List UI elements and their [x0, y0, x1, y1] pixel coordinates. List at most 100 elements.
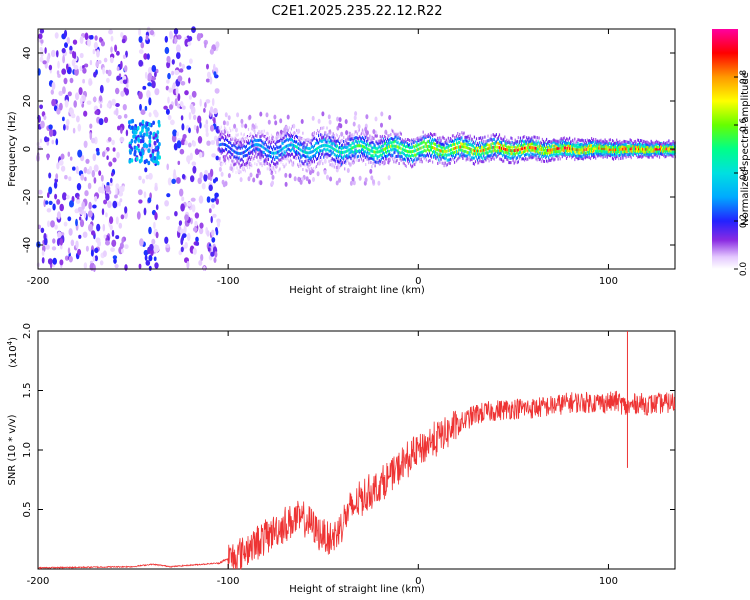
heatmap-blob-mark: [149, 131, 153, 136]
heatmap-signal-mark: [430, 139, 433, 143]
heatmap-signal-mark: [472, 152, 474, 156]
heatmap-signal-mark: [493, 157, 495, 161]
heatmap-noise-mark: [148, 226, 152, 235]
heatmap-signal-mark: [371, 146, 373, 150]
heatmap-signal-mark: [244, 149, 246, 153]
heatmap-signal-mark: [607, 153, 609, 157]
heatmap-signal-mark: [511, 156, 513, 160]
snr-frame: [37, 330, 676, 570]
heatmap-signal-mark: [293, 139, 296, 143]
heatmap-signal-mark: [628, 145, 630, 149]
heatmap-signal-mark: [279, 158, 281, 162]
heatmap-noise-mark: [59, 203, 64, 212]
heatmap-signal-mark: [465, 154, 467, 158]
heatmap-signal-mark: [521, 144, 524, 148]
heatmap-signal-mark: [570, 142, 572, 145]
heatmap-signal-mark: [478, 143, 480, 147]
heatmap-signal-mark: [419, 146, 421, 150]
heatmap-signal-mark: [583, 148, 585, 152]
heatmap-signal-mark: [218, 147, 220, 151]
heatmap-noise-mark: [321, 111, 325, 117]
heatmap-signal-mark: [420, 154, 422, 158]
heatmap-signal-mark: [588, 139, 591, 143]
heatmap-signal-mark: [455, 150, 457, 154]
heatmap-signal-mark: [480, 159, 482, 163]
heatmap-noise-mark: [233, 123, 237, 129]
heatmap-signal-mark: [402, 161, 404, 165]
heatmap-signal-mark: [373, 137, 375, 140]
heatmap-signal-mark: [602, 149, 604, 153]
heatmap-signal-mark: [497, 145, 500, 149]
heatmap-signal-mark: [593, 155, 595, 159]
heatmap-signal-mark: [402, 139, 404, 143]
heatmap-signal-mark: [424, 154, 426, 158]
heatmap-signal-mark: [477, 161, 479, 165]
heatmap-signal-mark: [427, 135, 429, 139]
heatmap-signal-mark: [377, 150, 379, 154]
heatmap-signal-mark: [387, 161, 389, 164]
heatmap-signal-mark: [565, 153, 568, 157]
heatmap-signal-mark: [412, 141, 414, 145]
heatmap-signal-mark: [406, 159, 409, 163]
heatmap-signal-mark: [554, 157, 556, 161]
heatmap-noise-mark: [292, 123, 296, 129]
heatmap-signal-mark: [646, 140, 648, 144]
heatmap-signal-mark: [582, 150, 584, 154]
heatmap-signal-mark: [502, 144, 504, 148]
heatmap-signal-mark: [435, 133, 437, 137]
heatmap-signal-mark: [585, 155, 587, 159]
colorbar-tick-label: 0.0: [739, 262, 749, 277]
heatmap-signal-mark: [425, 144, 427, 148]
heatmap-signal-mark: [528, 155, 530, 159]
heatmap-signal-mark: [322, 152, 324, 156]
heatmap-noise-mark: [38, 189, 43, 195]
heatmap-noise-mark: [96, 49, 100, 58]
heatmap-y-tick-label: 0: [22, 146, 33, 152]
heatmap-signal-mark: [405, 164, 407, 168]
heatmap-signal-mark: [397, 145, 399, 149]
heatmap-signal-mark: [557, 146, 559, 150]
figure-title: C2E1.2025.235.22.12.R22: [271, 4, 442, 19]
heatmap-signal-mark: [474, 154, 477, 158]
heatmap-signal-mark: [618, 150, 620, 153]
heatmap-signal-mark: [525, 157, 527, 161]
heatmap-signal-mark: [249, 152, 251, 156]
heatmap-signal-mark: [661, 142, 663, 146]
heatmap-blob-mark: [152, 132, 156, 137]
heatmap-blob-mark: [158, 142, 161, 147]
heatmap-signal-mark: [344, 150, 346, 154]
heatmap-signal-mark: [550, 151, 552, 154]
heatmap-noise-mark: [213, 178, 216, 184]
heatmap-signal-mark: [355, 139, 357, 143]
heatmap-signal-mark: [498, 157, 501, 161]
heatmap-noise-mark: [205, 99, 211, 104]
heatmap-signal-mark: [524, 146, 526, 150]
heatmap-signal-mark: [494, 150, 496, 154]
heatmap-noise-mark: [166, 193, 171, 198]
heatmap-signal-mark: [664, 144, 666, 148]
heatmap-signal-mark: [323, 135, 325, 139]
heatmap-noise-mark: [77, 149, 83, 158]
heatmap-signal-mark: [404, 164, 406, 167]
heatmap-signal-mark: [459, 132, 461, 136]
heatmap-noise-mark: [62, 116, 65, 122]
heatmap-signal-mark: [645, 150, 647, 154]
heatmap-signal-mark: [460, 148, 462, 152]
heatmap-noise-mark: [72, 39, 78, 45]
heatmap-signal-mark: [443, 143, 445, 147]
heatmap-signal-mark: [668, 149, 670, 153]
heatmap-blob-mark: [152, 135, 156, 140]
heatmap-signal-mark: [547, 145, 549, 149]
heatmap-signal-mark: [356, 136, 358, 140]
heatmap-signal-mark: [340, 150, 342, 154]
heatmap-signal-mark: [523, 140, 525, 144]
heatmap-signal-mark: [233, 142, 235, 146]
heatmap-signal-mark: [433, 139, 435, 143]
heatmap-signal-mark: [335, 165, 337, 169]
heatmap-signal-mark: [355, 130, 357, 134]
heatmap-noise-mark: [142, 85, 147, 90]
heatmap-signal-mark: [241, 158, 243, 162]
heatmap-signal-mark: [290, 143, 292, 147]
heatmap-signal-mark: [252, 134, 254, 138]
heatmap-signal-mark: [267, 132, 269, 136]
